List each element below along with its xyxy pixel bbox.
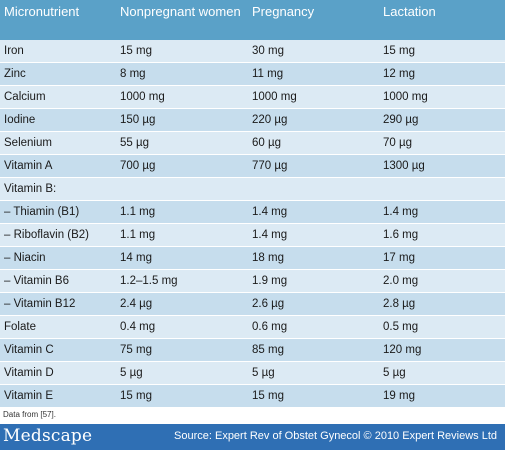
cell-lactation: 120 mg: [383, 344, 422, 357]
table-row: Selenium 55 µg 60 µg 70 µg: [0, 131, 505, 155]
cell-nonpregnant: 15 mg: [120, 45, 152, 58]
table-row: – Vitamin B12 2.4 µg 2.6 µg 2.8 µg: [0, 292, 505, 316]
header-nonpregnant-women: Nonpregnant women: [120, 4, 241, 19]
cell-pregnancy: 1.9 mg: [252, 275, 288, 288]
cell-lactation: 1.6 mg: [383, 229, 419, 242]
table-row: – Vitamin B6 1.2–1.5 mg 1.9 mg 2.0 mg: [0, 269, 505, 293]
cell-pregnancy: 770 µg: [252, 160, 288, 173]
table-row: Vitamin C 75 mg 85 mg 120 mg: [0, 338, 505, 362]
cell-nonpregnant: 700 µg: [120, 160, 156, 173]
cell-nonpregnant: 150 µg: [120, 114, 156, 127]
header-lactation: Lactation: [383, 4, 436, 19]
cell-micronutrient: Vitamin E: [4, 390, 54, 403]
cell-lactation: 1000 mg: [383, 91, 428, 104]
cell-lactation: 2.8 µg: [383, 298, 416, 311]
cell-pregnancy: 0.6 mg: [252, 321, 288, 334]
table-row: Vitamin A 700 µg 770 µg 1300 µg: [0, 154, 505, 178]
table-row: Vitamin D 5 µg 5 µg 5 µg: [0, 361, 505, 385]
cell-lactation: 0.5 mg: [383, 321, 419, 334]
table-row: – Thiamin (B1) 1.1 mg 1.4 mg 1.4 mg: [0, 200, 505, 224]
table-row: Iodine 150 µg 220 µg 290 µg: [0, 108, 505, 132]
cell-micronutrient: – Riboflavin (B2): [4, 229, 90, 242]
cell-pregnancy: 1.4 mg: [252, 229, 288, 242]
source-citation: Source: Expert Rev of Obstet Gynecol © 2…: [174, 430, 497, 442]
cell-nonpregnant: 75 mg: [120, 344, 152, 357]
cell-lactation: 290 µg: [383, 114, 419, 127]
table-row: Iron 15 mg 30 mg 15 mg: [0, 40, 505, 63]
cell-pregnancy: 5 µg: [252, 367, 275, 380]
cell-lactation: 1300 µg: [383, 160, 425, 173]
header-pregnancy: Pregnancy: [252, 4, 315, 19]
cell-nonpregnant: 1.1 mg: [120, 229, 156, 242]
cell-pregnancy: 30 mg: [252, 45, 284, 58]
table-row: – Niacin 14 mg 18 mg 17 mg: [0, 246, 505, 270]
cell-nonpregnant: 1000 mg: [120, 91, 165, 104]
cell-pregnancy: [248, 178, 379, 201]
cell-micronutrient: Iodine: [4, 114, 36, 127]
cell-lactation: 19 mg: [383, 390, 415, 403]
cell-pregnancy: 18 mg: [252, 252, 284, 265]
table-header-row: Micronutrient Nonpregnant women Pregnanc…: [0, 0, 505, 40]
cell-pregnancy: 11 mg: [252, 68, 284, 81]
cell-micronutrient: Vitamin C: [4, 344, 54, 357]
cell-micronutrient: Selenium: [4, 137, 52, 150]
cell-pregnancy: 15 mg: [252, 390, 284, 403]
cell-lactation: 70 µg: [383, 137, 413, 150]
cell-pregnancy: 60 µg: [252, 137, 282, 150]
cell-micronutrient: Vitamin B:: [4, 183, 57, 196]
cell-nonpregnant: 1.1 mg: [120, 206, 156, 219]
cell-micronutrient: – Thiamin (B1): [4, 206, 80, 219]
cell-micronutrient: Iron: [4, 45, 24, 58]
cell-lactation: 12 mg: [383, 68, 415, 81]
cell-micronutrient: Folate: [4, 321, 36, 334]
cell-micronutrient: Vitamin A: [4, 160, 53, 173]
header-micronutrient: Micronutrient: [4, 4, 80, 19]
cell-micronutrient: Zinc: [4, 68, 26, 81]
cell-nonpregnant: 5 µg: [120, 367, 143, 380]
cell-micronutrient: – Niacin: [4, 252, 46, 265]
medscape-logo: Medscape: [3, 426, 93, 446]
cell-nonpregnant: 2.4 µg: [120, 298, 153, 311]
cell-lactation: 17 mg: [383, 252, 415, 265]
table-row: Folate 0.4 mg 0.6 mg 0.5 mg: [0, 315, 505, 339]
cell-micronutrient: Vitamin D: [4, 367, 54, 380]
cell-pregnancy: 2.6 µg: [252, 298, 285, 311]
cell-lactation: 2.0 mg: [383, 275, 419, 288]
cell-nonpregnant: 15 mg: [120, 390, 152, 403]
table-row: – Riboflavin (B2) 1.1 mg 1.4 mg 1.6 mg: [0, 223, 505, 247]
cell-nonpregnant: [116, 178, 248, 201]
cell-nonpregnant: 55 µg: [120, 137, 150, 150]
cell-lactation: 1.4 mg: [383, 206, 419, 219]
cell-nonpregnant: 14 mg: [120, 252, 152, 265]
table-body: Iron 15 mg 30 mg 15 mg Zinc 8 mg 11 mg 12 mg Cal…: [0, 40, 505, 408]
nutrient-table-container: Micronutrient Nonpregnant women Pregnanc…: [0, 0, 505, 408]
cell-lactation: 5 µg: [383, 367, 406, 380]
cell-lactation: [379, 178, 505, 201]
cell-pregnancy: 220 µg: [252, 114, 288, 127]
cell-nonpregnant: 0.4 mg: [120, 321, 156, 334]
cell-micronutrient: – Vitamin B6: [4, 275, 69, 288]
footnote: Data from [57].: [3, 410, 56, 419]
footer-bar: Medscape Source: Expert Rev of Obstet Gy…: [0, 424, 505, 450]
cell-micronutrient: Calcium: [4, 91, 46, 104]
cell-pregnancy: 1000 mg: [252, 91, 297, 104]
cell-nonpregnant: 1.2–1.5 mg: [120, 275, 178, 288]
cell-micronutrient: – Vitamin B12: [4, 298, 76, 311]
cell-nonpregnant: 8 mg: [120, 68, 146, 81]
table-row: Calcium 1000 mg 1000 mg 1000 mg: [0, 85, 505, 109]
cell-lactation: 15 mg: [383, 45, 415, 58]
table-row: Vitamin E 15 mg 15 mg 19 mg: [0, 384, 505, 408]
cell-pregnancy: 1.4 mg: [252, 206, 288, 219]
cell-pregnancy: 85 mg: [252, 344, 284, 357]
nutrient-table: Micronutrient Nonpregnant women Pregnanc…: [0, 0, 505, 408]
table-row: Zinc 8 mg 11 mg 12 mg: [0, 62, 505, 86]
table-row: Vitamin B:: [0, 177, 505, 201]
